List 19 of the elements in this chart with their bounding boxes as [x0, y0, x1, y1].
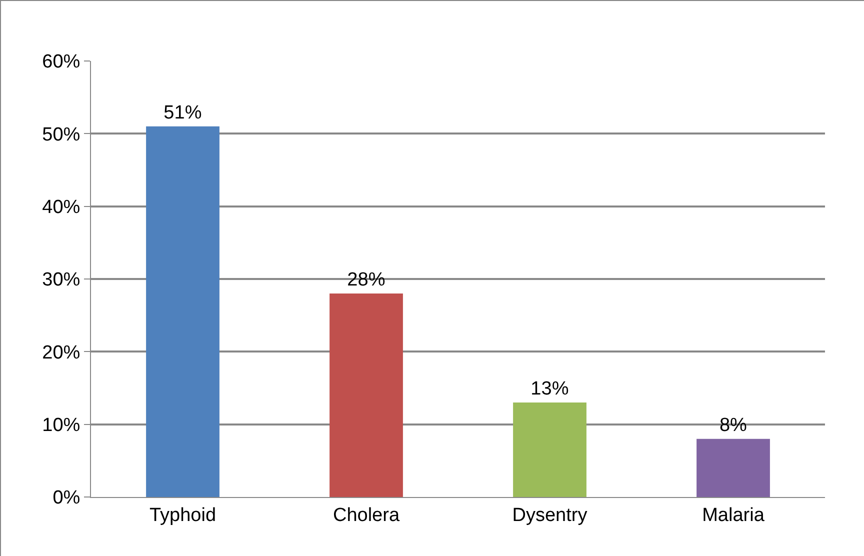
data-label: 13%: [530, 378, 569, 400]
data-label: 8%: [719, 414, 748, 436]
y-tick-label: 60%: [42, 52, 80, 73]
bar: [513, 402, 586, 497]
y-tick-label: 20%: [42, 342, 80, 364]
y-tick-label: 0%: [52, 488, 80, 509]
x-tick-label: Typhoid: [149, 504, 216, 526]
data-label: 51%: [164, 102, 202, 124]
bar: [330, 294, 403, 497]
y-tick-label: 30%: [42, 270, 80, 291]
bar: [146, 126, 220, 497]
y-tick-label: 50%: [42, 124, 80, 146]
y-tick-label: 10%: [42, 414, 80, 436]
bar: [696, 438, 770, 497]
x-tick-label: Dysentry: [512, 504, 588, 526]
x-tick-label: Malaria: [702, 504, 765, 526]
x-tick-label: Cholera: [332, 504, 400, 526]
y-tick-label: 40%: [42, 196, 80, 218]
data-label: 28%: [347, 270, 386, 291]
